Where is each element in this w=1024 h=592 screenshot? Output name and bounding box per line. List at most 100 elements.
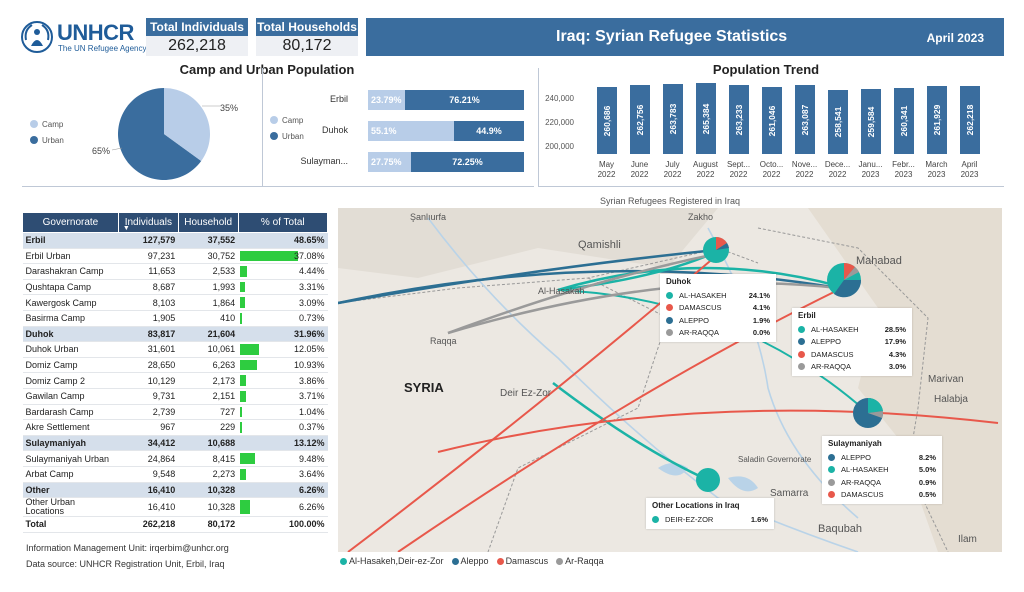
col-governorate[interactable]: Governorate xyxy=(22,212,119,233)
table-total-row[interactable]: Total 262,218 80,172 100.00% xyxy=(22,516,328,533)
pct-value: 0.37% xyxy=(298,422,325,433)
pie-urban-pct: 65% xyxy=(92,146,111,156)
trend-bar[interactable]: 261,929 xyxy=(927,86,947,154)
trend-bar[interactable]: 259,584 xyxy=(861,89,881,154)
map-card-title: Sulaymaniyah xyxy=(828,439,882,448)
trend-month-label: Sept... 2022 xyxy=(722,160,755,180)
origin-name: ALEPPO xyxy=(841,452,872,462)
table-row[interactable]: Erbil Urban 97,231 30,752 37.08% xyxy=(22,248,328,265)
trend-bar[interactable]: 262,218 xyxy=(960,86,980,154)
origin-pct: 4.1% xyxy=(752,303,770,313)
cell-pct-total: 48.65% xyxy=(238,232,328,249)
split-bar-urban[interactable]: 44.9% xyxy=(454,121,524,141)
col-pct-total[interactable]: % of Total xyxy=(237,212,329,233)
table-row[interactable]: Qushtapa Camp 8,687 1,993 3.31% xyxy=(22,279,328,296)
pct-bar xyxy=(240,422,243,433)
origin-dot-icon xyxy=(828,478,835,486)
origin-dot-icon xyxy=(828,466,835,474)
trend-bar[interactable]: 260,686 xyxy=(597,87,617,154)
split-bar-urban[interactable]: 76.21% xyxy=(405,90,524,110)
pie-other-locations[interactable] xyxy=(696,468,720,492)
cell-household: 6,263 xyxy=(178,357,239,374)
cell-household: 10,061 xyxy=(178,341,239,358)
split-bar-urban[interactable]: 72.25% xyxy=(411,152,524,172)
trend-bar[interactable]: 262,756 xyxy=(630,85,650,154)
table-group-row[interactable]: Erbil 127,579 37,552 48.65% xyxy=(22,232,328,249)
place-marivan: Marivan xyxy=(928,374,964,385)
camp-urban-pie xyxy=(118,88,211,180)
split-bar-camp[interactable]: 55.1% xyxy=(368,121,454,141)
trend-month: Febr... xyxy=(892,160,915,169)
split-bar-camp[interactable]: 27.75% xyxy=(368,152,411,172)
origin-name: AL-HASAKEH xyxy=(841,465,889,475)
trend-bar[interactable]: 260,341 xyxy=(894,88,914,154)
trend-month: Octo... xyxy=(759,160,784,169)
table-row[interactable]: Other Urban Locations 16,410 10,328 6.26% xyxy=(22,497,328,518)
map-legend-item[interactable]: Al-Hasakeh,Deir-ez-Zor xyxy=(340,556,444,566)
trend-month-label: March 2023 xyxy=(920,160,953,180)
table-row[interactable]: Bardarash Camp 2,739 727 1.04% xyxy=(22,404,328,421)
table-row[interactable]: Kawergosk Camp 8,103 1,864 3.09% xyxy=(22,294,328,311)
col-household[interactable]: Household xyxy=(177,212,239,233)
table-row[interactable]: Sulaymaniyah Urban 24,864 8,415 9.48% xyxy=(22,450,328,467)
pie-erbil[interactable] xyxy=(827,262,862,298)
trend-year: 2023 xyxy=(894,170,913,179)
map-card-item: DAMASCUS 4.3% xyxy=(798,348,906,361)
table-row[interactable]: Arbat Camp 9,548 2,273 3.64% xyxy=(22,466,328,483)
map-card-item: AL-HASAKEH 28.5% xyxy=(798,323,906,336)
split-bar-camp[interactable]: 23.79% xyxy=(368,90,405,110)
trend-bar[interactable]: 261,046 xyxy=(762,87,782,154)
table-group-row[interactable]: Sulaymaniyah 34,412 10,688 13.12% xyxy=(22,435,328,452)
origin-pct: 5.0% xyxy=(918,465,936,475)
trend-year: 2023 xyxy=(960,170,979,179)
map-legend-label: Al-Hasakeh,Deir-ez-Zor xyxy=(349,556,444,566)
map-info-card: Erbil AL-HASAKEH 28.5% ALEPPO 17.9% DAMASCUS 4… xyxy=(792,308,912,376)
table-group-row[interactable]: Other 16,410 10,328 6.26% xyxy=(22,482,328,499)
pct-bar xyxy=(240,344,260,355)
flow-lines xyxy=(338,248,999,552)
sort-desc-icon[interactable]: ▼ xyxy=(122,225,130,232)
map-legend-item[interactable]: Aleppo xyxy=(451,556,489,566)
unhcr-logo: UNHCR The UN Refugee Agency xyxy=(20,20,147,54)
table-row[interactable]: Akre Settlement 967 229 0.37% xyxy=(22,419,328,436)
pie-slice-camp[interactable] xyxy=(164,88,211,162)
pie-duhok[interactable] xyxy=(703,236,729,263)
cell-individuals: 83,817 xyxy=(118,326,179,343)
table-group-row[interactable]: Duhok 83,817 21,604 31.96% xyxy=(22,326,328,343)
table-row[interactable]: Darashakran Camp 11,653 2,533 4.44% xyxy=(22,263,328,280)
table-row[interactable]: Domiz Camp 28,650 6,263 10.93% xyxy=(22,357,328,374)
cell-individuals: 9,731 xyxy=(118,388,179,405)
origin-pct: 1.9% xyxy=(752,315,770,325)
legend-item-urban[interactable]: Urban xyxy=(30,132,64,148)
table-row[interactable]: Basirma Camp 1,905 410 0.73% xyxy=(22,310,328,327)
refugee-origin-map[interactable]: Şanlıurfa Zakho Qamishli Al-Hasakah Raqq… xyxy=(338,208,1002,552)
pct-bar xyxy=(240,500,251,515)
cell-governorate: Domiz Camp 2 xyxy=(22,372,119,389)
pie-sulaymaniyah[interactable] xyxy=(853,397,884,428)
trend-bar[interactable]: 258,541 xyxy=(828,90,848,154)
map-card-item: DAMASCUS 4.1% xyxy=(666,302,770,315)
trend-bar[interactable]: 263,087 xyxy=(795,85,815,154)
split-legend-urban[interactable]: Urban xyxy=(270,128,304,144)
origin-name: AL-HASAKEH xyxy=(811,324,859,334)
table-row[interactable]: Gawilan Camp 9,731 2,151 3.71% xyxy=(22,388,328,405)
split-legend-camp[interactable]: Camp xyxy=(270,112,304,128)
cell-governorate: Sulaymaniyah Urban xyxy=(22,450,119,467)
col-individuals[interactable]: Individuals ▼ xyxy=(117,212,179,233)
trend-bar[interactable]: 263,783 xyxy=(663,84,683,154)
legend-item-camp[interactable]: Camp xyxy=(30,116,64,132)
place-qamishli: Qamishli xyxy=(578,239,621,251)
trend-bar[interactable]: 265,384 xyxy=(696,83,716,154)
trend-bar-value: 260,341 xyxy=(899,105,909,137)
trend-bar[interactable]: 263,233 xyxy=(729,85,749,154)
origin-pct: 24.1% xyxy=(748,290,770,300)
cell-household: 10,688 xyxy=(178,435,239,452)
map-legend-item[interactable]: Ar-Raqqa xyxy=(556,556,604,566)
table-row[interactable]: Duhok Urban 31,601 10,061 12.05% xyxy=(22,341,328,358)
split-urban-value: 44.9% xyxy=(476,126,502,136)
table-row[interactable]: Domiz Camp 2 10,129 2,173 3.86% xyxy=(22,372,328,389)
map-legend-item[interactable]: Damascus xyxy=(496,556,548,566)
trend-year: 2022 xyxy=(597,170,616,179)
origin-pct: 3.0% xyxy=(888,362,906,372)
pie-slice-urban[interactable] xyxy=(118,88,202,180)
